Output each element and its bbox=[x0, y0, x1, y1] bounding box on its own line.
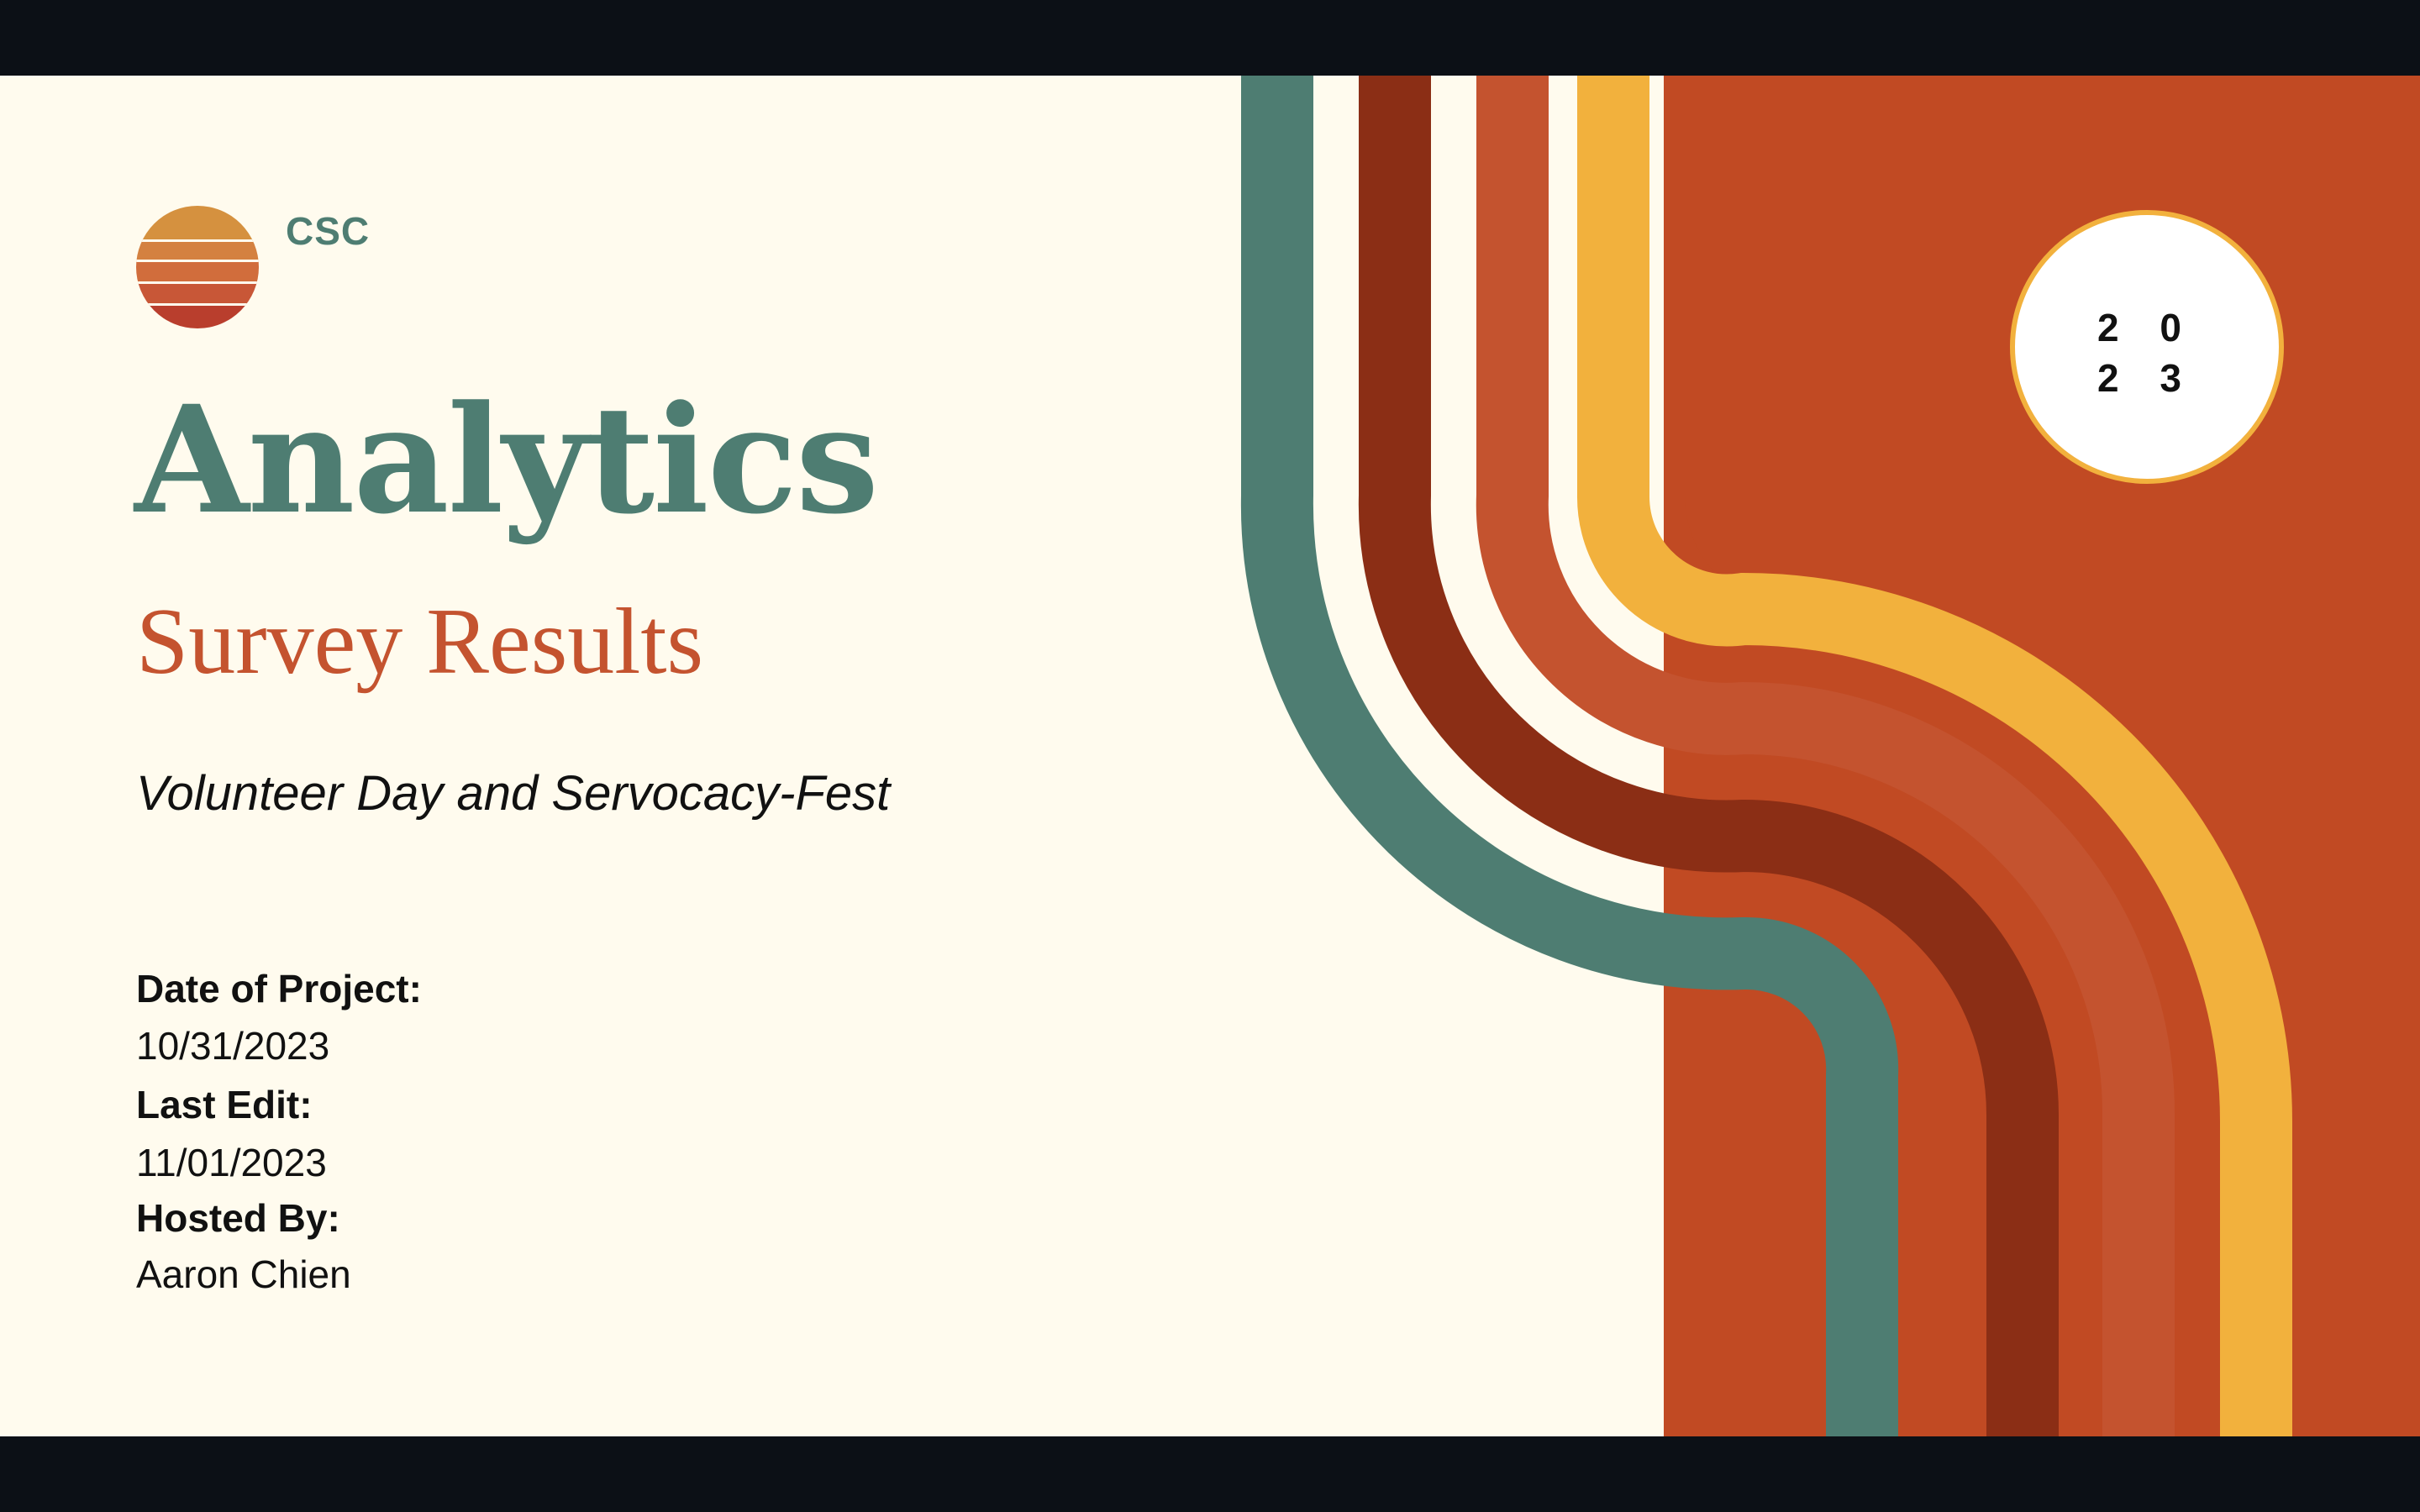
retro-stripes-artwork bbox=[1240, 76, 2420, 1436]
top-letterbox-bar bbox=[0, 0, 2420, 76]
year-badge: 2 0 2 3 bbox=[2012, 302, 2281, 403]
title-slide: CSC Analytics Survey Results Volunteer D… bbox=[0, 76, 2420, 1436]
page-title: Analytics bbox=[134, 373, 879, 547]
last-edit-label: Last Edit: bbox=[136, 1083, 313, 1126]
date-label: Date of Project: bbox=[136, 967, 422, 1011]
hosted-by-label: Hosted By: bbox=[136, 1196, 340, 1240]
year-line-2: 2 3 bbox=[2097, 356, 2196, 400]
bottom-letterbox-bar bbox=[0, 1436, 2420, 1512]
hosted-by-value: Aaron Chien bbox=[136, 1252, 351, 1296]
stripe-maroon bbox=[1358, 76, 2059, 1436]
sunset-logo-icon bbox=[136, 206, 259, 328]
last-edit-value: 11/01/2023 bbox=[136, 1141, 327, 1184]
stripe-teal bbox=[1240, 76, 1899, 1436]
event-name: Volunteer Day and Servocacy-Fest bbox=[136, 766, 891, 821]
date-value: 10/31/2023 bbox=[136, 1024, 330, 1068]
stripe-rust bbox=[1476, 76, 2175, 1436]
brand-name: CSC bbox=[286, 209, 371, 253]
stripe-mustard bbox=[1576, 76, 2292, 1436]
year-line-1: 2 0 bbox=[2097, 306, 2196, 349]
page-subtitle: Survey Results bbox=[136, 590, 704, 694]
year-circle bbox=[2010, 210, 2284, 484]
